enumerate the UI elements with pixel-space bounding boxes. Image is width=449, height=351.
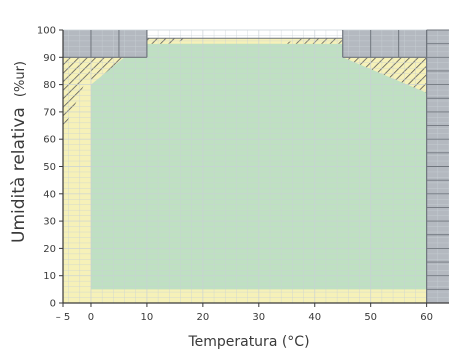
y-tick-label: 50 <box>43 162 56 173</box>
y-axis-title-unit: (%ur) <box>13 61 28 97</box>
x-tick-label: 10 <box>141 312 154 323</box>
grid-lines <box>63 29 449 304</box>
y-tick-label: 80 <box>43 80 56 91</box>
x-tick-label: – 5 <box>56 312 71 323</box>
hatched-region-1 <box>91 57 125 85</box>
grey-zone-cells <box>62 29 449 304</box>
x-tick-label: 30 <box>252 312 265 323</box>
y-tick-label: 30 <box>43 217 56 228</box>
x-tick-labels: – 5 0 10 20 30 40 50 60 <box>56 312 433 323</box>
y-tick-label: 60 <box>43 135 56 146</box>
y-tick-label: 70 <box>43 107 56 118</box>
y-tick-label: 10 <box>43 271 56 282</box>
y-axis-title-main: Umidità relativa <box>9 107 29 243</box>
hatched-region-4 <box>342 57 427 93</box>
x-tick-label: 20 <box>196 312 209 323</box>
y-tick-label: 90 <box>43 53 56 64</box>
y-tick-label: 20 <box>43 244 56 255</box>
x-tick-label: 0 <box>88 312 94 323</box>
y-axis-title: Umidità relativa (%ur) <box>9 61 29 243</box>
y-tick-label: 0 <box>50 299 56 310</box>
x-axis-title: Temperatura (°C) <box>187 334 309 350</box>
hatched-region-0 <box>63 57 97 131</box>
x-tick-label: 50 <box>364 312 377 323</box>
axes <box>59 29 449 307</box>
y-tick-label: 100 <box>37 26 56 37</box>
region-2 <box>63 30 147 58</box>
y-tick-label: 40 <box>43 189 56 200</box>
x-tick-label: 40 <box>308 312 321 323</box>
region-3 <box>342 30 427 58</box>
y-tick-labels: 0 10 20 30 40 50 60 70 80 90 100 <box>37 26 56 310</box>
x-tick-label: 60 <box>420 312 433 323</box>
